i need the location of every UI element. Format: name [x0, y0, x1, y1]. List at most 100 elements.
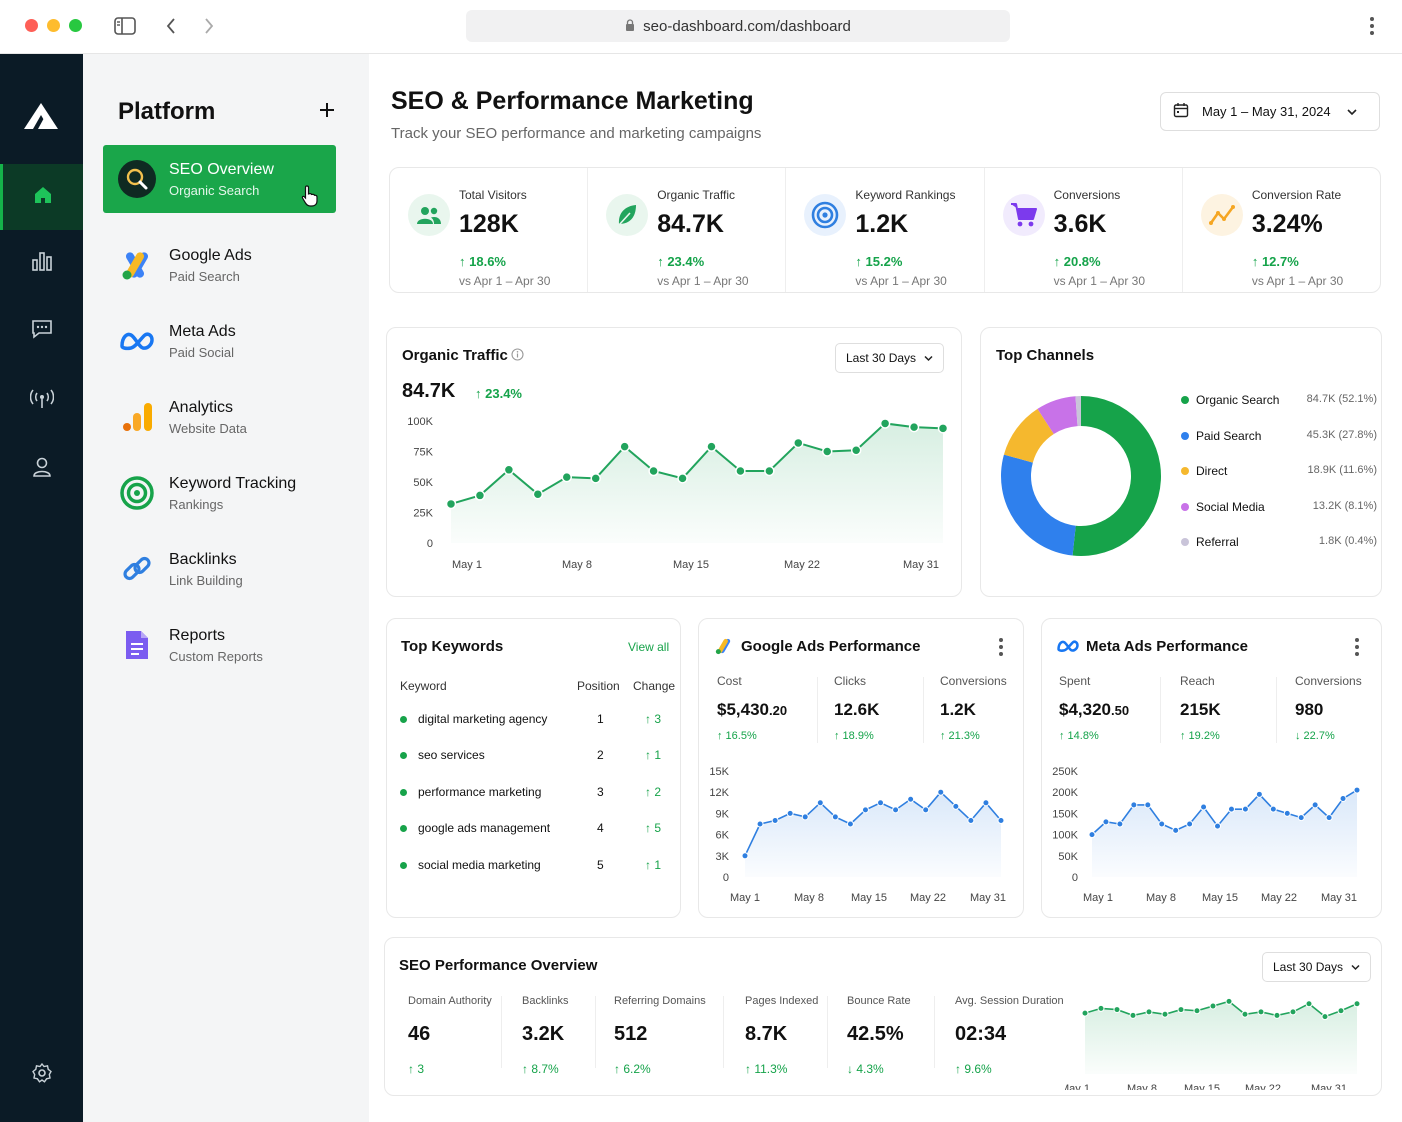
x-tick-label: May 31: [1311, 1083, 1347, 1090]
x-tick-label: May 8: [794, 892, 824, 904]
rail-messages-button[interactable]: [0, 298, 83, 364]
back-icon[interactable]: [159, 14, 183, 38]
legend-value: 45.3K (27.8%): [1306, 428, 1377, 441]
stat-value: $4,320: [1059, 700, 1111, 719]
range-dropdown[interactable]: Last 30 Days: [1262, 952, 1372, 982]
table-row[interactable]: seo services 2 ↑ 1: [400, 746, 675, 766]
data-point: [1081, 1009, 1089, 1017]
icon-rail: [0, 54, 83, 1122]
change-value: ↑ 2: [645, 785, 662, 799]
legend-item: Referral 1.8K (0.4%): [1181, 533, 1377, 553]
users-icon: [408, 194, 450, 236]
position-value: 3: [597, 785, 604, 799]
nav-meta-ads[interactable]: Meta Ads Paid Social: [103, 307, 336, 375]
maximize-window-button[interactable]: [69, 19, 82, 32]
kpi-value: 1.2K: [855, 210, 909, 238]
y-tick-label: 100K: [1052, 830, 1078, 842]
donut-slice: [1075, 396, 1081, 427]
x-tick-label: May 1: [730, 892, 760, 904]
google-ads-icon: [117, 245, 157, 285]
address-bar[interactable]: seo-dashboard.com/dashboard: [466, 10, 1010, 42]
rail-profile-button[interactable]: [0, 436, 83, 502]
donut-slice: [1003, 408, 1054, 463]
kpi-value: 3.6K: [1053, 210, 1107, 238]
stat-delta: ↑ 6.2%: [614, 1062, 651, 1076]
data-point: [892, 806, 900, 814]
chevron-down-icon: [924, 351, 933, 365]
analytics-icon: [117, 397, 157, 437]
stat-value: 1.2K: [940, 700, 976, 719]
data-point: [677, 473, 688, 484]
browser-menu-icon[interactable]: [1364, 15, 1380, 37]
y-tick-label: 15K: [709, 766, 729, 778]
kpi-conversion-rate: Conversion Rate 3.24% ↑ 12.7% vs Apr 1 –…: [1183, 168, 1380, 292]
close-window-button[interactable]: [25, 19, 38, 32]
data-point: [1325, 814, 1333, 822]
stat-label: Conversions: [1295, 674, 1362, 688]
rail-home-button[interactable]: [0, 164, 83, 230]
nav-reports[interactable]: Reports Custom Reports: [103, 611, 336, 679]
minimize-window-button[interactable]: [47, 19, 60, 32]
nav-google-ads[interactable]: Google Ads Paid Search: [103, 231, 336, 299]
more-options-icon[interactable]: [1349, 636, 1365, 658]
stat-label: Referring Domains: [614, 995, 706, 1007]
kpi-value: 84.7K: [657, 210, 724, 238]
nav-subtitle: Custom Reports: [169, 648, 263, 664]
x-tick-label: May 31: [903, 559, 939, 571]
data-point: [877, 799, 885, 807]
stat-value: 512: [614, 1023, 648, 1045]
y-tick-label: 3K: [716, 851, 730, 863]
nav-title: Reports: [169, 626, 226, 644]
stat-cents: .50: [1111, 703, 1130, 718]
trend-icon: [1200, 194, 1243, 236]
document-icon: [117, 625, 157, 665]
table-row[interactable]: performance marketing 3 ↑ 2: [400, 783, 675, 803]
data-point: [706, 441, 717, 452]
range-dropdown[interactable]: Last 30 Days: [835, 343, 945, 373]
table-row[interactable]: google ads management 4 ↑ 5: [400, 819, 675, 839]
data-point: [1177, 1006, 1185, 1014]
nav-analytics[interactable]: Analytics Website Data: [103, 383, 336, 451]
data-point: [532, 488, 544, 500]
sidebar-toggle-icon[interactable]: [113, 14, 137, 38]
data-point: [1130, 801, 1138, 809]
more-options-icon[interactable]: [993, 636, 1009, 658]
table-row[interactable]: digital marketing agency 1 ↑ 3: [400, 710, 675, 730]
data-point: [1321, 1013, 1329, 1021]
info-icon[interactable]: [511, 348, 524, 366]
data-point: [1186, 820, 1194, 828]
data-point: [1269, 805, 1277, 813]
nav-seo-overview[interactable]: SEO Overview Organic Search: [103, 145, 336, 213]
stat-backlinks: Backlinks 3.2K ↑ 8.7%: [522, 995, 568, 1076]
nav-keyword-tracking[interactable]: Keyword Tracking Rankings: [103, 459, 336, 527]
arrow-up-icon: ↑: [475, 386, 486, 401]
nav-backlinks[interactable]: Backlinks Link Building: [103, 535, 336, 603]
url-text: seo-dashboard.com/dashboard: [643, 17, 851, 35]
forward-icon[interactable]: [197, 14, 221, 38]
stat-label: Spent: [1059, 674, 1091, 688]
change-value: ↑ 1: [645, 858, 662, 872]
google-ads-card: Google Ads Performance Cost $5,430.20 ↑ 16…: [698, 618, 1024, 918]
nav-subtitle: Rankings: [169, 496, 224, 512]
rail-broadcast-button[interactable]: [0, 368, 83, 434]
position-value: 1: [597, 712, 604, 726]
rail-settings-button[interactable]: [0, 1042, 83, 1108]
view-all-link[interactable]: View all: [628, 640, 670, 654]
data-point: [1097, 1004, 1105, 1012]
google-ads-icon: [714, 637, 734, 660]
meta-icon: [1056, 638, 1080, 659]
x-tick-label: May 15: [1202, 892, 1238, 904]
table-row[interactable]: social media marketing 5 ↑ 1: [400, 856, 675, 876]
card-title: Top Keywords: [401, 638, 504, 655]
meta-ads-card: Meta Ads Performance Spent $4,320.50 ↑ 14.…: [1041, 618, 1382, 918]
data-point: [937, 423, 949, 434]
rail-charts-button[interactable]: [0, 230, 83, 296]
y-tick-label: 75K: [413, 447, 433, 459]
date-range-picker[interactable]: May 1 – May 31, 2024: [1160, 92, 1380, 131]
stat-label: Bounce Rate: [847, 995, 911, 1007]
stat-value: 980: [1295, 700, 1324, 719]
bar-chart-icon: [31, 250, 53, 277]
add-icon[interactable]: [315, 98, 339, 122]
data-point: [1241, 805, 1249, 813]
broadcast-icon: [29, 388, 54, 415]
